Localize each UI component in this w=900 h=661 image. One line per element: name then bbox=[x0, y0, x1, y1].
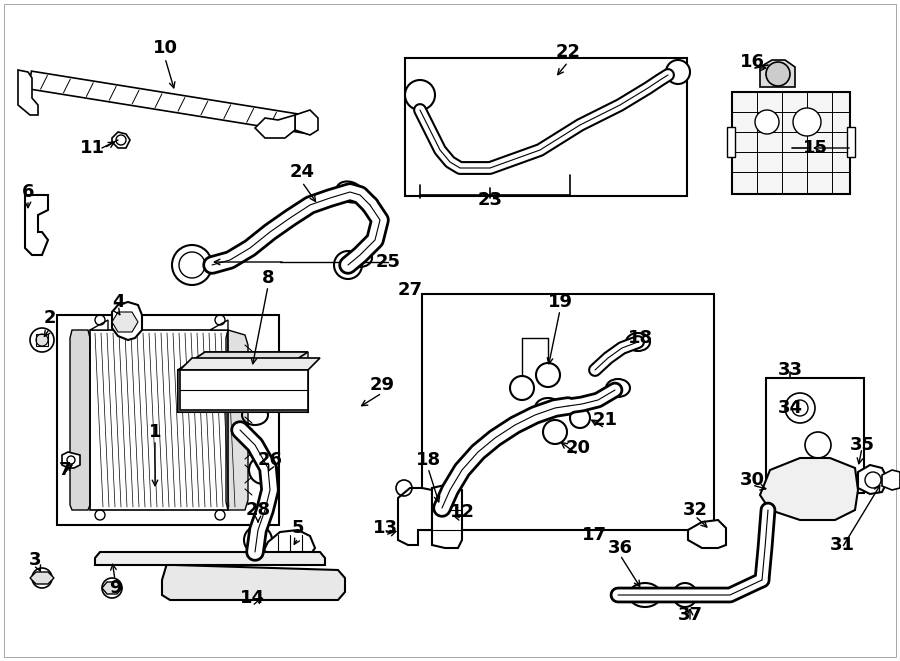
Circle shape bbox=[536, 363, 560, 387]
Text: 3: 3 bbox=[29, 551, 41, 569]
Text: 34: 34 bbox=[778, 399, 803, 417]
Polygon shape bbox=[295, 110, 318, 135]
Polygon shape bbox=[178, 352, 308, 412]
Circle shape bbox=[570, 408, 590, 428]
Text: 6: 6 bbox=[22, 183, 34, 201]
Bar bbox=[405, 58, 687, 196]
Circle shape bbox=[755, 110, 779, 134]
Circle shape bbox=[102, 578, 122, 598]
Text: 19: 19 bbox=[547, 293, 572, 311]
Text: 32: 32 bbox=[682, 501, 707, 519]
Text: 35: 35 bbox=[850, 436, 875, 454]
Circle shape bbox=[30, 328, 54, 352]
Polygon shape bbox=[226, 330, 248, 510]
Bar bbox=[422, 294, 714, 530]
Polygon shape bbox=[760, 60, 795, 87]
Polygon shape bbox=[30, 572, 54, 584]
Polygon shape bbox=[95, 552, 325, 565]
Circle shape bbox=[785, 393, 815, 423]
Polygon shape bbox=[178, 352, 308, 370]
Circle shape bbox=[32, 568, 52, 588]
Polygon shape bbox=[255, 115, 295, 138]
Circle shape bbox=[543, 420, 567, 444]
Text: 10: 10 bbox=[152, 39, 177, 57]
Circle shape bbox=[766, 62, 790, 86]
Text: 9: 9 bbox=[109, 579, 122, 597]
Text: 31: 31 bbox=[830, 536, 854, 554]
Text: 27: 27 bbox=[398, 281, 422, 299]
Polygon shape bbox=[29, 71, 311, 134]
Polygon shape bbox=[112, 132, 130, 148]
Text: 8: 8 bbox=[262, 269, 274, 287]
Polygon shape bbox=[70, 330, 90, 510]
Text: 11: 11 bbox=[79, 139, 104, 157]
Text: 7: 7 bbox=[58, 461, 71, 479]
Polygon shape bbox=[882, 470, 900, 490]
Polygon shape bbox=[36, 334, 48, 346]
Bar bbox=[57, 315, 279, 525]
Circle shape bbox=[172, 245, 212, 285]
Polygon shape bbox=[210, 320, 228, 330]
Bar bbox=[178, 370, 308, 412]
Bar bbox=[90, 330, 228, 510]
Text: 18: 18 bbox=[416, 451, 441, 469]
Bar bbox=[766, 378, 864, 493]
Circle shape bbox=[805, 432, 831, 458]
Polygon shape bbox=[858, 465, 888, 494]
Text: 2: 2 bbox=[44, 309, 56, 327]
Text: 16: 16 bbox=[740, 53, 764, 71]
Circle shape bbox=[429, 503, 455, 529]
Polygon shape bbox=[25, 195, 48, 255]
Bar bbox=[847, 127, 855, 157]
Text: 17: 17 bbox=[581, 526, 607, 544]
Polygon shape bbox=[112, 312, 138, 332]
Text: 4: 4 bbox=[112, 293, 124, 311]
Text: 12: 12 bbox=[449, 503, 474, 521]
Polygon shape bbox=[264, 530, 315, 562]
Circle shape bbox=[405, 80, 435, 110]
Text: 36: 36 bbox=[608, 539, 633, 557]
Text: 30: 30 bbox=[740, 471, 764, 489]
Polygon shape bbox=[62, 452, 80, 468]
Circle shape bbox=[793, 108, 821, 136]
Polygon shape bbox=[90, 320, 108, 330]
Text: 23: 23 bbox=[478, 191, 502, 209]
Text: 20: 20 bbox=[565, 439, 590, 457]
Text: 14: 14 bbox=[239, 589, 265, 607]
Polygon shape bbox=[102, 582, 122, 594]
Bar bbox=[180, 370, 308, 410]
Polygon shape bbox=[162, 560, 345, 600]
Text: 25: 25 bbox=[375, 253, 401, 271]
Text: 37: 37 bbox=[678, 606, 703, 624]
Circle shape bbox=[673, 583, 697, 607]
Text: 28: 28 bbox=[246, 501, 271, 519]
Circle shape bbox=[249, 456, 277, 484]
Bar bbox=[727, 127, 735, 157]
Polygon shape bbox=[18, 70, 38, 115]
Text: 21: 21 bbox=[592, 411, 617, 429]
Text: 13: 13 bbox=[373, 519, 398, 537]
Text: 26: 26 bbox=[257, 451, 283, 469]
Text: 18: 18 bbox=[627, 329, 652, 347]
Polygon shape bbox=[760, 458, 858, 520]
Text: 29: 29 bbox=[370, 376, 394, 394]
Circle shape bbox=[244, 526, 272, 554]
Bar bbox=[732, 92, 850, 194]
Circle shape bbox=[334, 251, 362, 279]
Text: 1: 1 bbox=[148, 423, 161, 441]
Text: 22: 22 bbox=[555, 43, 580, 61]
Polygon shape bbox=[398, 488, 432, 545]
Text: 5: 5 bbox=[292, 519, 304, 537]
Text: 24: 24 bbox=[290, 163, 314, 181]
Polygon shape bbox=[688, 520, 726, 548]
Text: 33: 33 bbox=[778, 361, 803, 379]
Polygon shape bbox=[432, 485, 462, 548]
Polygon shape bbox=[180, 358, 320, 370]
Text: 15: 15 bbox=[803, 139, 827, 157]
Circle shape bbox=[666, 60, 690, 84]
Polygon shape bbox=[112, 302, 142, 340]
Circle shape bbox=[510, 376, 534, 400]
